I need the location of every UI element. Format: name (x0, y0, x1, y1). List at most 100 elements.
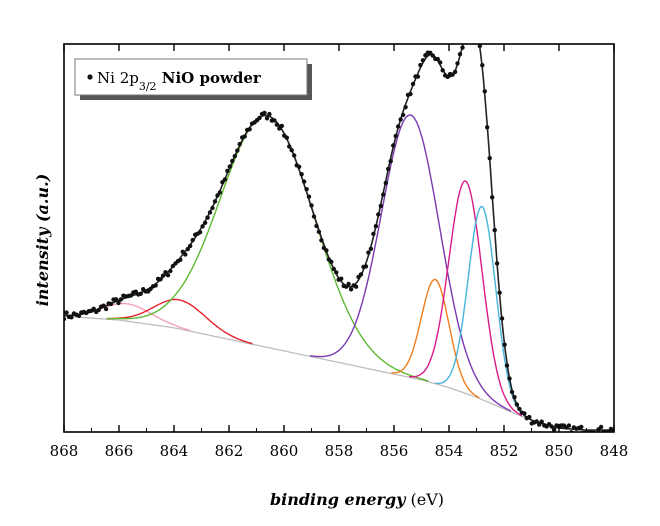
data-point (227, 164, 232, 169)
data-point (373, 224, 379, 229)
data-point (381, 192, 386, 197)
data-point (410, 81, 416, 87)
x-tick-label-852: 852 (490, 442, 519, 460)
data-points (64, 18, 614, 432)
data-point (393, 133, 398, 139)
x-tick-label-850: 850 (545, 442, 574, 460)
data-point (202, 220, 208, 225)
data-point (468, 23, 472, 27)
data-point (514, 402, 520, 407)
data-point (113, 297, 119, 302)
data-point (69, 315, 74, 320)
data-point (292, 153, 297, 158)
data-point (608, 426, 614, 432)
data-point (502, 342, 507, 347)
data-point (415, 74, 421, 79)
data-point (217, 190, 223, 195)
data-point (475, 27, 479, 31)
data-point (91, 306, 96, 311)
data-point (339, 276, 344, 281)
background-curve (64, 315, 614, 431)
data-point (391, 143, 396, 148)
data-point (398, 117, 403, 122)
data-point (452, 69, 458, 75)
data-point (309, 203, 314, 208)
x-tick-label-856: 856 (380, 442, 409, 460)
data-point (188, 243, 193, 249)
data-point (418, 62, 423, 68)
data-point (311, 214, 317, 219)
data-point (222, 177, 228, 182)
data-point (264, 116, 270, 121)
component-peak-863.8 (106, 298, 253, 345)
data-point (527, 414, 532, 420)
data-point (304, 187, 309, 192)
data-point (420, 58, 426, 63)
data-point (287, 144, 292, 149)
data-point (235, 148, 240, 153)
data-point (301, 179, 307, 184)
data-point (247, 127, 252, 132)
x-tick-label-860: 860 (270, 442, 299, 460)
x-tick-label-854: 854 (435, 442, 464, 460)
data-point (395, 124, 401, 129)
data-point (457, 52, 463, 57)
data-point (64, 310, 69, 315)
data-point (430, 53, 435, 58)
data-point (153, 283, 158, 288)
data-point (485, 125, 490, 130)
data-point (463, 33, 467, 37)
legend-label-rest: NiO powder (157, 69, 262, 87)
data-point (207, 210, 213, 215)
data-point (262, 110, 267, 116)
data-point (460, 45, 465, 50)
data-point (482, 89, 487, 94)
data-point (504, 363, 510, 368)
data-point (534, 419, 539, 424)
data-point (319, 238, 324, 243)
data-point (101, 303, 106, 308)
data-point (165, 273, 171, 278)
data-point (346, 281, 351, 287)
data-point (509, 389, 515, 395)
component-peak-853.4 (409, 180, 523, 417)
data-point (440, 68, 445, 73)
data-point (183, 252, 188, 257)
data-point (279, 123, 284, 129)
data-point (490, 195, 495, 200)
data-point (284, 135, 289, 140)
data-point (225, 168, 230, 174)
data-point (517, 406, 522, 412)
data-point (386, 166, 391, 172)
x-axis-title-main: binding energy (270, 490, 407, 509)
data-point (507, 376, 512, 381)
data-point (512, 395, 517, 400)
data-point (499, 316, 505, 321)
data-point (118, 297, 124, 302)
data-point (274, 122, 280, 127)
plot-frame (63, 43, 615, 433)
data-point (465, 27, 469, 31)
component-peak-854.5 (391, 278, 480, 399)
data-point (598, 424, 604, 430)
data-point (168, 268, 173, 274)
data-point (494, 261, 500, 266)
data-point (306, 194, 312, 199)
data-point (363, 264, 369, 269)
data-point (212, 199, 218, 204)
data-point (473, 18, 477, 22)
data-point (539, 419, 544, 424)
data-point (334, 270, 339, 275)
data-point (383, 180, 388, 186)
data-point (438, 60, 443, 65)
data-point (470, 20, 474, 24)
data-point (408, 91, 413, 97)
data-point (522, 411, 527, 416)
legend-label-base: Ni 2p (97, 69, 139, 87)
data-point (76, 313, 82, 318)
x-axis-title-unit: (eV) (405, 490, 444, 509)
component-peak-860.6 (106, 114, 429, 382)
data-point (388, 159, 393, 164)
data-point (324, 248, 329, 253)
data-point (378, 203, 383, 209)
